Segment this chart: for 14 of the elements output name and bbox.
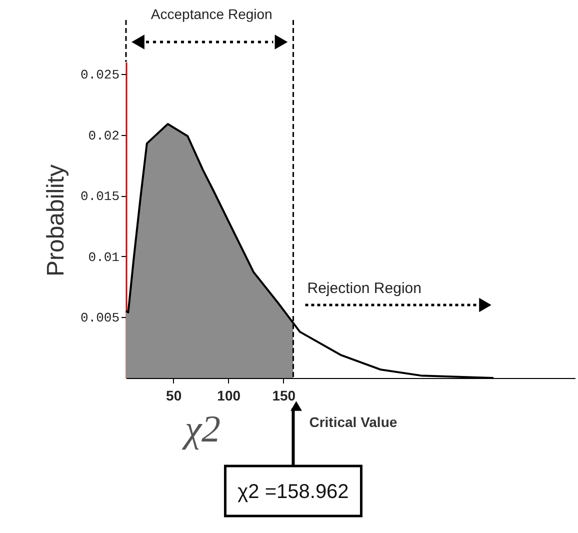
annotation: Rejection Region (307, 280, 422, 297)
x-tick-label: 150 (272, 388, 296, 404)
y-tick-label: 0.02 (88, 128, 120, 144)
text: Critical Value (309, 414, 398, 430)
y-tick-label: 0.005 (80, 310, 120, 326)
x-tick-label: 100 (217, 388, 241, 404)
x-tick-label: 50 (166, 388, 182, 404)
y-tick-label: 0.015 (80, 189, 120, 204)
y-tick-label: 0.025 (80, 68, 120, 83)
x-axis-title: χ2 (180, 408, 221, 450)
y-tick-label: 0.01 (88, 250, 120, 265)
y-axis-title: Probability (42, 164, 70, 277)
text: Acceptance Region (150, 6, 272, 22)
ref-line-label: χ2 =158.962 (238, 481, 349, 503)
